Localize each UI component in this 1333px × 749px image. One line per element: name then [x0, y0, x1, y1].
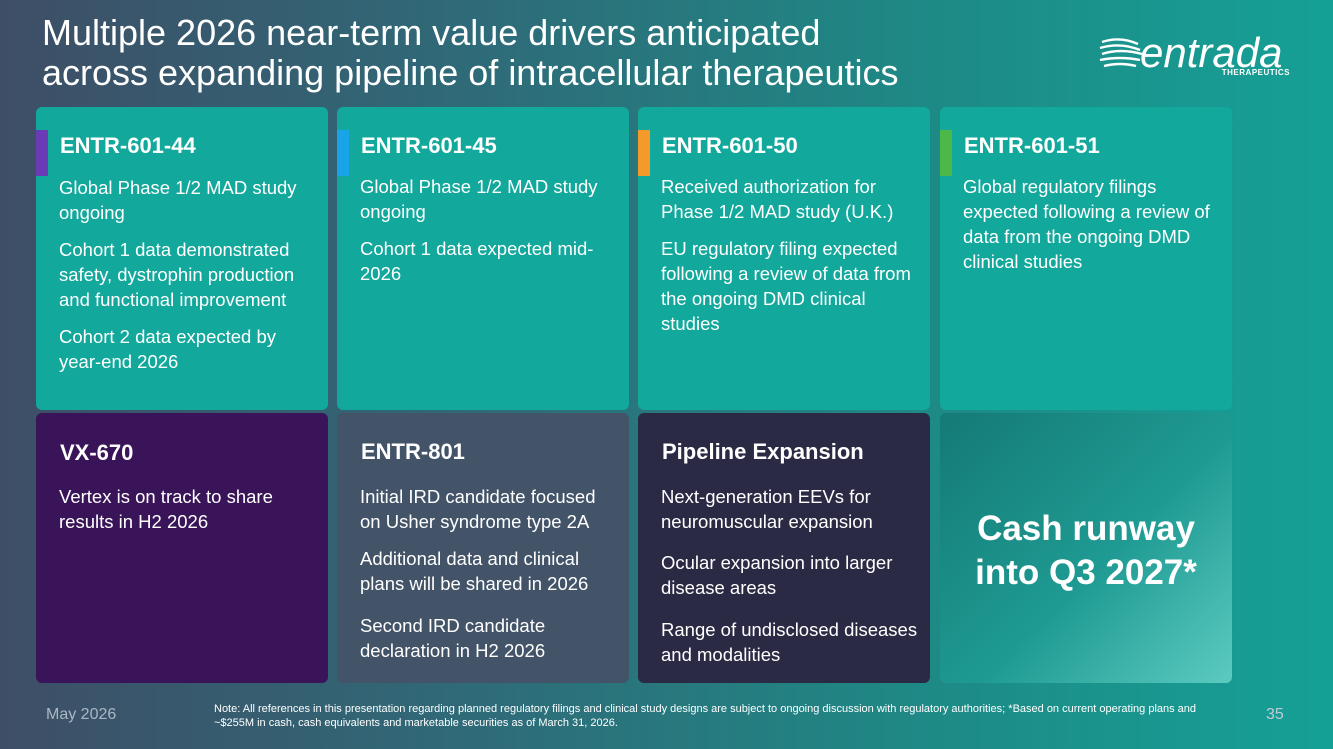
card-entr-601-51: ENTR-601-51 Global regulatory filings ex… — [940, 107, 1232, 410]
entrada-logo: entrada THERAPEUTICS — [1098, 30, 1298, 82]
footer-note: Note: All references in this presentatio… — [214, 703, 1197, 729]
cash-runway-text: Cash runway into Q3 2027* — [940, 507, 1232, 595]
card-title: ENTR-801 — [361, 439, 465, 464]
card-body: Vertex is on track to share results in H… — [59, 484, 316, 546]
entrada-swirl-icon — [1099, 38, 1143, 68]
card-body: Global Phase 1/2 MAD study ongoing Cohor… — [59, 175, 316, 386]
card-bullet: Global Phase 1/2 MAD study ongoing — [360, 176, 598, 222]
card-title: ENTR-601-45 — [361, 133, 497, 158]
card-body: Received authorization for Phase 1/2 MAD… — [661, 174, 918, 348]
logo-wordmark: entrada — [1140, 29, 1283, 76]
card-bullet: Cohort 2 data expected by year-end 2026 — [59, 326, 277, 372]
card-entr-601-45: ENTR-601-45 Global Phase 1/2 MAD study o… — [337, 107, 629, 410]
card-title: ENTR-601-44 — [60, 133, 196, 158]
card-bullet: Next-generation EEVs for neuromuscular e… — [661, 486, 873, 532]
card-title: VX-670 — [60, 440, 134, 465]
card-entr-601-50: ENTR-601-50 Received authorization for P… — [638, 107, 930, 410]
card-entr-601-44: ENTR-601-44 Global Phase 1/2 MAD study o… — [36, 107, 328, 410]
slide-title-line-1: Multiple 2026 near-term value drivers an… — [42, 12, 821, 53]
accent-bar — [36, 130, 48, 176]
card-bullet: Ocular expansion into larger disease are… — [661, 552, 893, 598]
card-bullet: Second IRD candidate declaration in H2 2… — [360, 615, 546, 661]
page-number: 35 — [1266, 706, 1284, 723]
card-bullet: Cohort 1 data demonstrated safety, dystr… — [59, 239, 295, 310]
slide-title: Multiple 2026 near-term value drivers an… — [42, 13, 1042, 93]
logo-subtitle: THERAPEUTICS — [1221, 68, 1290, 77]
accent-bar — [940, 130, 952, 176]
accent-bar — [337, 130, 349, 176]
cash-runway-line-1: Cash runway — [977, 509, 1195, 548]
accent-bar — [638, 130, 650, 176]
card-bullet: Received authorization for Phase 1/2 MAD… — [661, 176, 894, 222]
slide-title-line-2: across expanding pipeline of intracellul… — [42, 52, 899, 93]
card-cash-runway: Cash runway into Q3 2027* — [940, 413, 1232, 683]
card-vx-670: VX-670 Vertex is on track to share resul… — [36, 413, 328, 683]
card-pipeline-expansion: Pipeline Expansion Next-generation EEVs … — [638, 413, 930, 683]
card-entr-801: ENTR-801 Initial IRD candidate focused o… — [337, 413, 629, 683]
card-body: Global Phase 1/2 MAD study ongoing Cohor… — [360, 174, 617, 298]
card-bullet: Additional data and clinical plans will … — [360, 548, 589, 594]
card-bullet: Cohort 1 data expected mid-2026 — [360, 238, 594, 284]
card-bullet: Global regulatory filings expected follo… — [963, 176, 1210, 272]
card-bullet: EU regulatory filing expected following … — [661, 238, 911, 334]
card-body: Initial IRD candidate focused on Usher s… — [360, 484, 617, 675]
card-body: Global regulatory filings expected follo… — [963, 174, 1220, 286]
card-bullet: Vertex is on track to share results in H… — [59, 486, 273, 532]
footer-date: May 2026 — [46, 706, 117, 723]
card-body: Next-generation EEVs for neuromuscular e… — [661, 484, 918, 679]
card-title: ENTR-601-50 — [662, 133, 798, 158]
card-bullet: Range of undisclosed diseases and modali… — [661, 619, 918, 665]
card-bullet: Global Phase 1/2 MAD study ongoing — [59, 177, 297, 223]
card-title: ENTR-601-51 — [964, 133, 1100, 158]
card-title: Pipeline Expansion — [662, 439, 864, 464]
card-bullet: Initial IRD candidate focused on Usher s… — [360, 486, 596, 532]
cash-runway-line-2: into Q3 2027* — [975, 553, 1197, 592]
